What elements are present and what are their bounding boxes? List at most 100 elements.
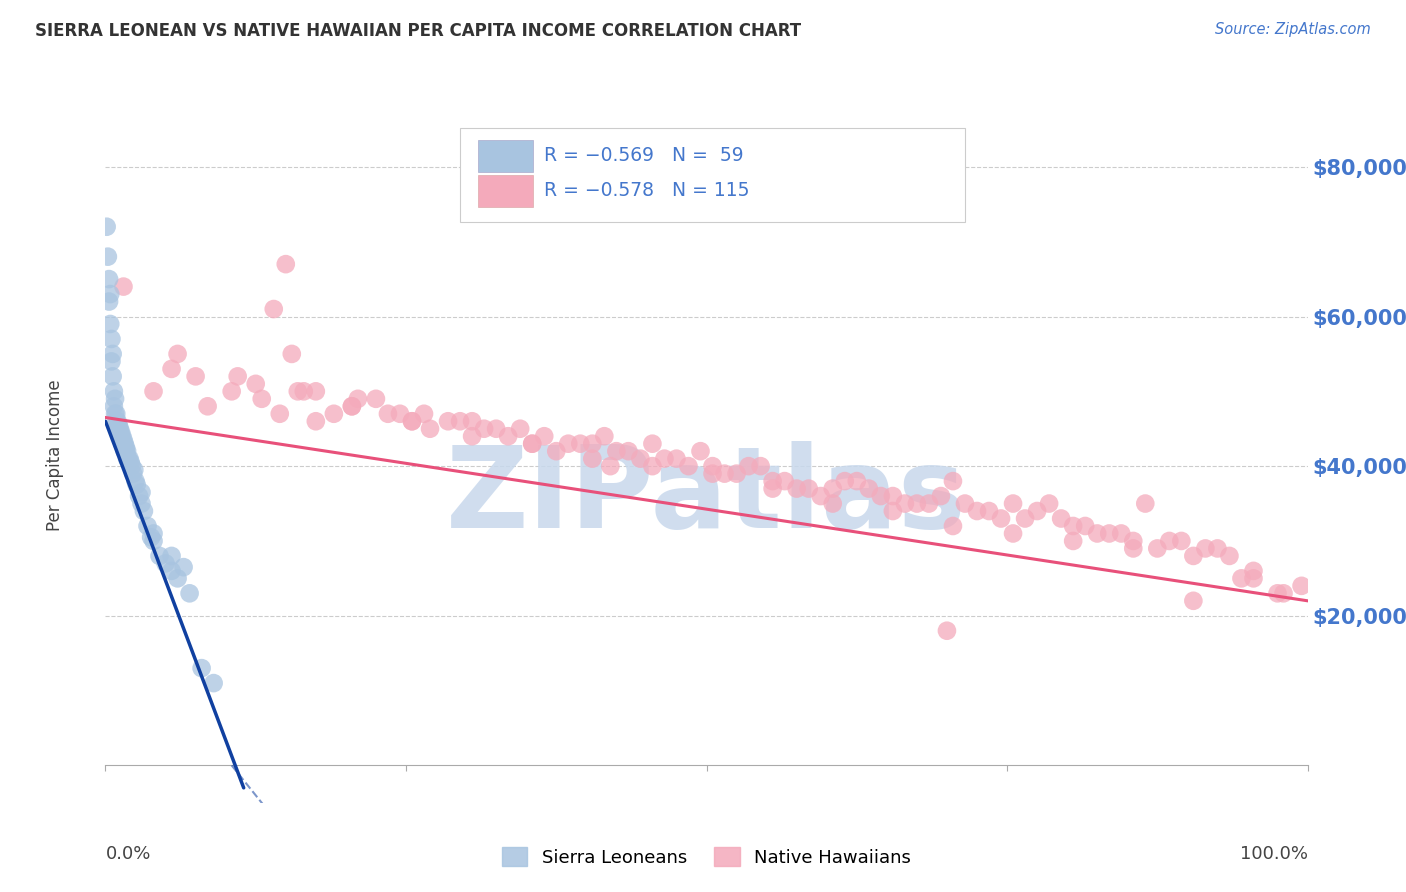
Point xyxy=(292,384,315,399)
Text: Per Capita Income: Per Capita Income xyxy=(46,379,63,531)
Point xyxy=(461,429,484,443)
Point xyxy=(120,455,142,469)
Point xyxy=(131,497,153,511)
Point xyxy=(98,317,121,331)
Point xyxy=(1206,541,1229,556)
Point xyxy=(98,287,121,301)
Point xyxy=(340,399,363,413)
Point xyxy=(108,422,131,436)
Point xyxy=(97,250,120,264)
Point xyxy=(522,436,544,450)
Point xyxy=(1014,511,1036,525)
Point xyxy=(115,451,138,466)
Point xyxy=(401,414,423,428)
Point xyxy=(678,459,700,474)
Point xyxy=(114,444,136,458)
Point xyxy=(250,392,273,406)
Point xyxy=(437,414,460,428)
Point xyxy=(107,414,129,428)
Point xyxy=(108,429,131,443)
Text: R = −0.569   N =  59: R = −0.569 N = 59 xyxy=(544,146,744,165)
Point xyxy=(340,399,363,413)
Point xyxy=(810,489,832,503)
Point xyxy=(821,482,844,496)
Point xyxy=(1194,541,1216,556)
Point xyxy=(725,467,748,481)
Point xyxy=(110,429,132,443)
Point xyxy=(1146,541,1168,556)
Point xyxy=(118,451,141,466)
Point xyxy=(1050,511,1073,525)
Point xyxy=(749,459,772,474)
Text: R = −0.578   N = 115: R = −0.578 N = 115 xyxy=(544,181,749,200)
Point xyxy=(281,347,304,361)
Point xyxy=(111,436,134,450)
Point xyxy=(136,519,159,533)
Point xyxy=(184,369,207,384)
Point xyxy=(105,407,128,421)
Point xyxy=(1038,497,1060,511)
Point xyxy=(166,347,188,361)
Point xyxy=(1159,533,1181,548)
Point xyxy=(569,436,592,450)
Point xyxy=(882,489,904,503)
Point xyxy=(869,489,891,503)
Point xyxy=(124,474,146,488)
Point xyxy=(1002,497,1025,511)
Point xyxy=(472,422,495,436)
Point xyxy=(160,549,183,563)
Point xyxy=(1062,533,1084,548)
Point xyxy=(107,422,129,436)
Point xyxy=(929,489,952,503)
Point xyxy=(918,497,941,511)
Point xyxy=(100,354,122,368)
Point xyxy=(546,444,568,458)
Point xyxy=(1182,594,1205,608)
Point xyxy=(1074,519,1097,533)
Point xyxy=(274,257,297,271)
Point xyxy=(665,451,688,466)
Point xyxy=(1062,519,1084,533)
Point xyxy=(96,219,118,234)
Text: 0.0%: 0.0% xyxy=(105,845,150,863)
Point xyxy=(413,407,436,421)
FancyBboxPatch shape xyxy=(460,128,965,222)
Point xyxy=(115,444,138,458)
Point xyxy=(111,429,134,443)
Point xyxy=(894,497,917,511)
Point xyxy=(942,519,965,533)
Text: SIERRA LEONEAN VS NATIVE HAWAIIAN PER CAPITA INCOME CORRELATION CHART: SIERRA LEONEAN VS NATIVE HAWAIIAN PER CA… xyxy=(35,22,801,40)
Point xyxy=(401,414,423,428)
FancyBboxPatch shape xyxy=(478,140,533,172)
Point xyxy=(132,504,155,518)
Point xyxy=(713,467,735,481)
Point xyxy=(496,429,519,443)
Point xyxy=(104,407,127,421)
Point xyxy=(599,459,621,474)
Point xyxy=(98,272,121,286)
Point xyxy=(1002,526,1025,541)
Point xyxy=(104,392,127,406)
Point xyxy=(882,504,904,518)
Point xyxy=(110,425,132,440)
Point xyxy=(936,624,959,638)
Text: ZIPatlas: ZIPatlas xyxy=(446,442,967,552)
Point xyxy=(1243,571,1265,585)
Point xyxy=(114,436,136,450)
Point xyxy=(287,384,309,399)
Point xyxy=(107,422,129,436)
Point xyxy=(101,347,124,361)
Point xyxy=(461,414,484,428)
Point xyxy=(1109,526,1132,541)
Point xyxy=(112,279,135,293)
Point xyxy=(103,384,125,399)
Point xyxy=(617,444,640,458)
Point xyxy=(1098,526,1121,541)
Point xyxy=(942,474,965,488)
Point xyxy=(101,369,124,384)
Point xyxy=(364,392,387,406)
Point xyxy=(142,533,165,548)
Point xyxy=(628,451,651,466)
Point xyxy=(786,482,808,496)
Point xyxy=(173,560,195,574)
